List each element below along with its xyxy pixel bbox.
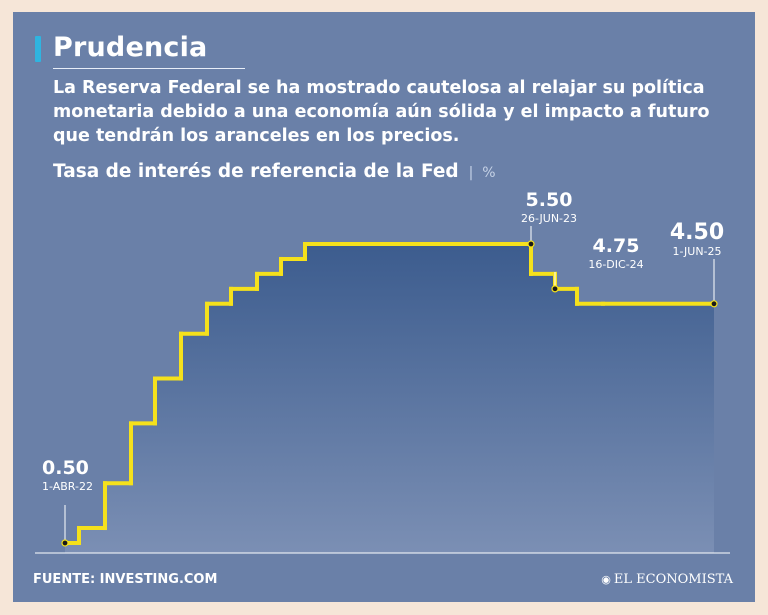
source-note: FUENTE: INVESTING.COM	[33, 572, 218, 587]
annotation-date: 1-JUN-25	[672, 245, 721, 258]
annotation-marker	[551, 285, 559, 293]
annotation-value: 0.50	[42, 457, 89, 479]
chart-unit: | %	[468, 165, 496, 181]
subtitle: La Reserva Federal se ha mostrado cautel…	[53, 78, 710, 146]
brand-name: EL ECONOMISTA	[613, 572, 733, 587]
annotation-marker	[61, 539, 69, 547]
infographic-card: Prudencia La Reserva Federal se ha mostr…	[13, 12, 755, 602]
annotation-1-jun-25: 4.501-JUN-25	[670, 220, 724, 308]
title-underline	[53, 68, 245, 69]
rate-area	[65, 244, 714, 553]
annotation-date: 26-JUN-23	[521, 212, 577, 225]
annotation-value: 4.75	[593, 235, 640, 257]
annotation-date: 16-DIC-24	[588, 258, 643, 271]
title-accent-bar	[35, 36, 41, 62]
annotation-1-abr-22: 0.501-ABR-22	[42, 457, 93, 547]
chart-unit-label: %	[482, 165, 496, 181]
annotation-date: 1-ABR-22	[42, 480, 93, 493]
brand-logo: ◉ EL ECONOMISTA	[601, 572, 733, 587]
rate-step-chart: 0.501-ABR-225.5026-JUN-234.7516-DIC-244.…	[35, 189, 730, 554]
page-title: Prudencia	[53, 32, 208, 63]
annotation-marker	[527, 240, 535, 248]
annotation-marker	[710, 300, 718, 308]
annotation-value: 5.50	[526, 189, 573, 211]
el-economista-logo-icon: ◉	[601, 573, 611, 586]
chart-title-row: Tasa de interés de referencia de la Fed |…	[53, 161, 496, 182]
annotation-value: 4.50	[670, 220, 724, 245]
chart-title: Tasa de interés de referencia de la Fed	[53, 161, 459, 182]
